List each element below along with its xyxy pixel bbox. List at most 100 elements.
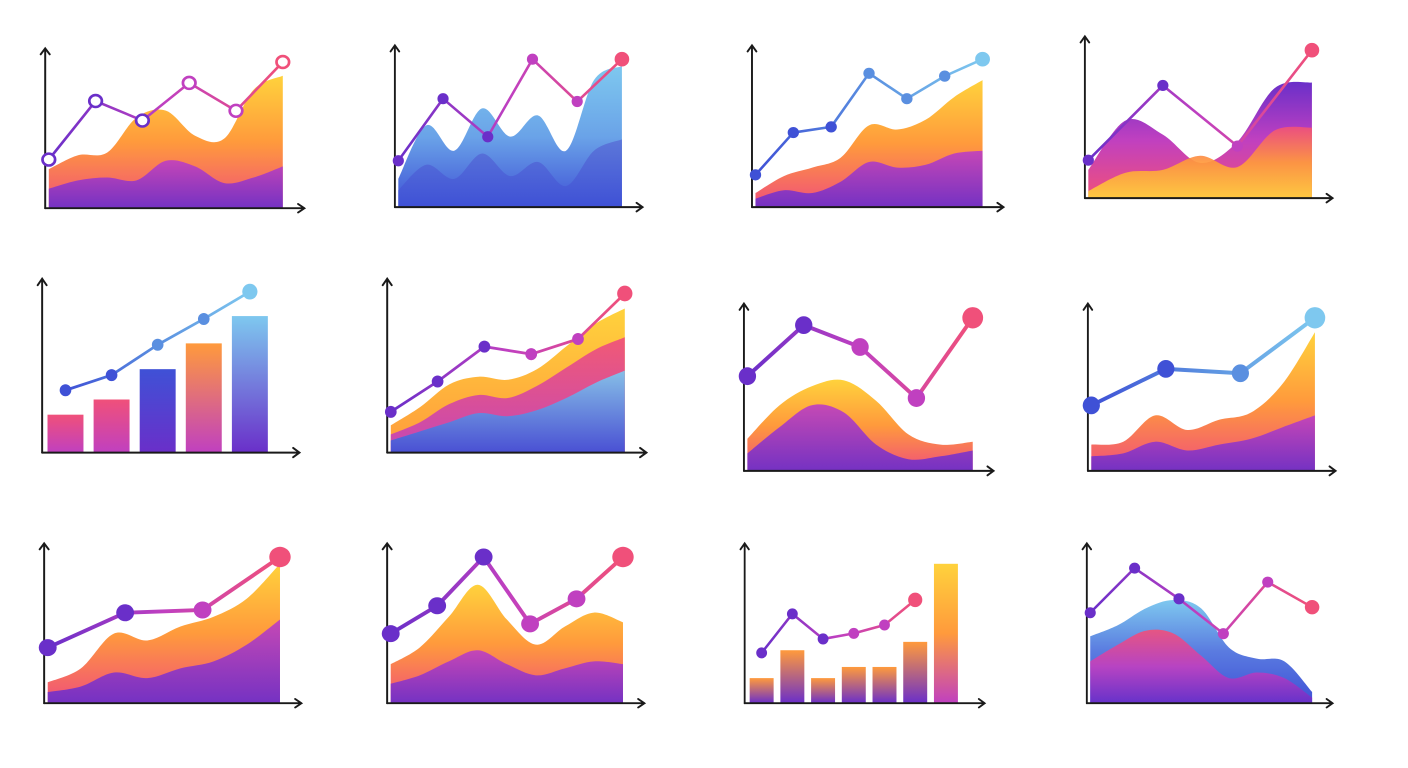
data-point [795, 316, 813, 334]
chart-svg [1081, 541, 1335, 709]
chart-svg [389, 43, 645, 213]
data-point [612, 546, 634, 568]
chart-svg [381, 276, 649, 459]
chart-svg [738, 301, 996, 477]
data-point [381, 625, 400, 643]
data-point [879, 619, 890, 631]
trend-line [745, 315, 975, 401]
trend-line [388, 555, 625, 636]
data-point [134, 113, 151, 128]
data-point [193, 601, 212, 619]
data-point [41, 152, 57, 167]
data-point [431, 375, 444, 388]
data-point [817, 633, 829, 645]
data-point [825, 121, 837, 133]
data-point [738, 367, 757, 386]
axes [381, 276, 649, 459]
area-series [1088, 126, 1312, 199]
data-point [474, 548, 493, 566]
chart-svg [746, 43, 1006, 213]
mini-chart [1078, 33, 1336, 205]
axes [389, 43, 645, 213]
trend-line [397, 57, 624, 163]
axes [36, 276, 302, 459]
chart-svg [739, 541, 987, 709]
area-series [390, 650, 623, 704]
data-point [478, 340, 491, 353]
data-point [907, 389, 926, 407]
bar [903, 641, 928, 704]
data-point [1082, 396, 1100, 415]
area-series [747, 404, 973, 471]
area-series [48, 160, 283, 209]
mini-chart [380, 275, 650, 460]
bar [231, 316, 268, 453]
axes [38, 541, 304, 709]
mini-chart [388, 42, 646, 214]
area-series [47, 619, 280, 704]
data-point [269, 546, 291, 568]
data-point [59, 384, 72, 397]
data-point [901, 93, 913, 105]
bar [93, 399, 130, 453]
mini-chart [1081, 300, 1339, 478]
trend-line [760, 598, 917, 655]
data-point [1231, 364, 1249, 383]
data-point [1082, 154, 1094, 166]
data-point [1262, 576, 1274, 588]
bar [749, 678, 774, 704]
trend-line [389, 292, 627, 414]
data-point [525, 348, 538, 361]
data-point [749, 169, 762, 181]
axes [746, 43, 1006, 213]
data-point [863, 67, 875, 79]
axes [738, 301, 996, 477]
data-point [786, 608, 798, 620]
area-series [398, 66, 622, 208]
data-point [228, 103, 244, 119]
data-point [1304, 307, 1326, 329]
data-point [1129, 562, 1141, 574]
chart-svg [381, 541, 647, 709]
mini-chart [745, 42, 1007, 214]
area-series [1090, 629, 1313, 704]
data-point [521, 615, 540, 633]
axes [1081, 541, 1335, 709]
bar [841, 666, 866, 704]
data-point [851, 338, 869, 356]
bar [872, 666, 897, 704]
chart-svg [39, 46, 307, 214]
axes [1082, 301, 1338, 477]
bar [185, 343, 222, 453]
trend-line [47, 60, 285, 161]
chart-svg [38, 541, 304, 709]
data-point [197, 312, 210, 325]
mini-chart [1080, 540, 1336, 710]
data-point [428, 597, 447, 615]
data-point [384, 405, 397, 418]
data-point [617, 285, 633, 302]
mini-chart [737, 300, 997, 478]
trend-line [45, 555, 282, 650]
trend-line [1088, 566, 1314, 635]
data-point [567, 590, 586, 608]
data-point [181, 75, 197, 91]
data-point [242, 283, 258, 300]
mini-chart [738, 540, 988, 710]
area-series [48, 75, 283, 209]
trend-line [1089, 315, 1317, 408]
data-point [908, 592, 923, 608]
data-point [571, 95, 583, 108]
axes [739, 541, 987, 709]
chart-svg [1079, 34, 1335, 204]
bar [139, 369, 176, 453]
data-point [756, 647, 768, 659]
axes [1079, 34, 1335, 204]
data-point [1084, 607, 1096, 619]
data-point [116, 604, 135, 622]
data-point [275, 54, 291, 70]
data-point [572, 332, 584, 346]
data-point [1217, 628, 1229, 640]
mini-chart [35, 275, 303, 460]
data-point [437, 93, 449, 105]
